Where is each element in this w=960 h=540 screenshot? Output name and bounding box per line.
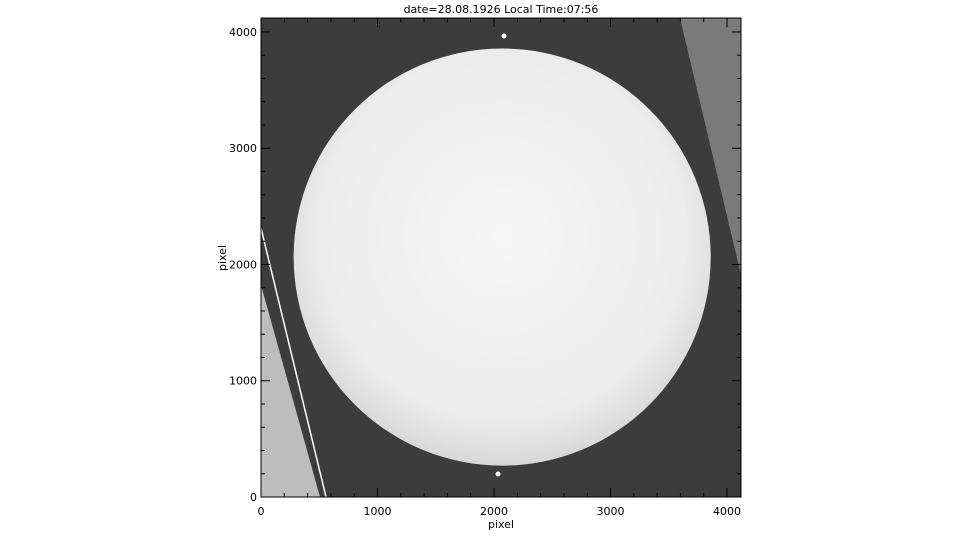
y-tick-label: 3000	[229, 142, 257, 155]
x-axis-label: pixel	[488, 518, 514, 531]
plot-frame	[260, 17, 742, 498]
axis-ticks: 0 1000 2000 3000 4000 0 1000 2000 3000 4000	[229, 18, 741, 518]
y-tick-label: 4000	[229, 26, 257, 39]
y-tick-label: 1000	[229, 375, 257, 388]
marker-dot-bottom	[495, 471, 501, 477]
x-tick-label: 3000	[597, 505, 625, 518]
x-tick-label: 4000	[713, 505, 741, 518]
lower-left-field	[261, 285, 320, 497]
solar-disk	[293, 48, 711, 466]
y-tick-label: 0	[250, 491, 257, 504]
marker-dot-top	[501, 33, 507, 39]
y-tick-label: 2000	[229, 258, 257, 271]
scan-edge-line	[261, 227, 327, 497]
image-area	[261, 18, 741, 497]
y-axis-label: pixel	[216, 245, 229, 271]
x-tick-label: 1000	[364, 505, 392, 518]
x-tick-label: 0	[258, 505, 265, 518]
upper-right-field	[680, 18, 741, 275]
chart-title: date=28.08.1926 Local Time:07:56	[404, 3, 599, 16]
x-tick-label: 2000	[480, 505, 508, 518]
